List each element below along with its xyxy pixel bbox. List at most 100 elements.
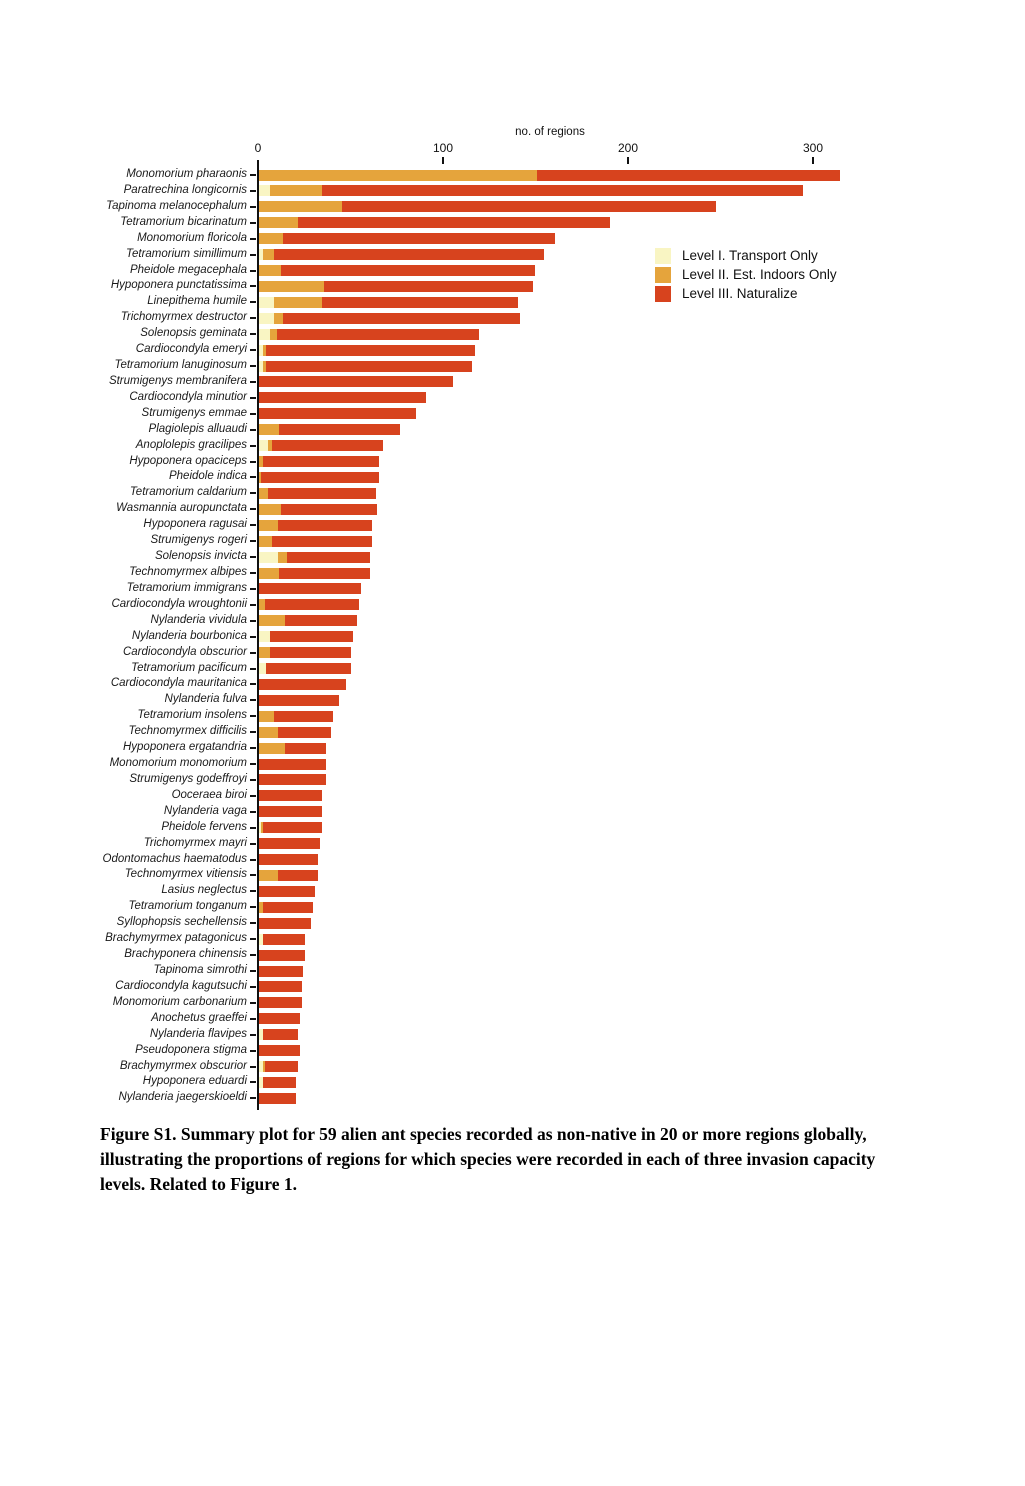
species-row: Pseudoponera stigma: [0, 1043, 1025, 1059]
stacked-bar: [259, 678, 346, 690]
species-row: Hypoponera punctatissima: [0, 278, 1025, 294]
stacked-bar: [259, 774, 326, 786]
bar-segment: [271, 535, 372, 547]
species-label: Nylanderia vaga: [163, 804, 247, 817]
bar-segment: [536, 169, 840, 181]
x-tick-label: 100: [432, 141, 454, 155]
species-label: Pseudoponera stigma: [135, 1043, 247, 1056]
species-label: Monomorium monomorium: [109, 757, 247, 770]
species-label: Syllophopsis sechellensis: [116, 916, 247, 929]
species-label: Tetramorium lanuginosum: [114, 359, 247, 372]
bar-segment: [259, 901, 263, 913]
stacked-bar: [259, 981, 302, 993]
bar-segment: [259, 169, 537, 181]
stacked-bar: [259, 280, 533, 292]
species-label: Lasius neglectus: [161, 884, 247, 897]
stacked-bar: [259, 726, 332, 738]
bar-segment: [262, 1076, 296, 1088]
y-tick-mark: [250, 842, 256, 845]
y-tick-mark: [250, 1033, 256, 1036]
stacked-bar: [259, 487, 376, 499]
bar-segment: [259, 806, 322, 818]
species-label: Strumigenys emmae: [141, 406, 247, 419]
y-tick-mark: [250, 301, 256, 304]
bar-segment: [259, 678, 346, 690]
species-row: Tetramorium simillimum: [0, 247, 1025, 263]
bar-segment: [259, 440, 269, 452]
species-row: Cardiocondyla kagutsuchi: [0, 979, 1025, 995]
y-tick-mark: [250, 635, 256, 638]
stacked-bar: [259, 694, 339, 706]
bar-segment: [259, 535, 272, 547]
stacked-bar: [259, 376, 454, 388]
y-tick-mark: [250, 954, 256, 957]
y-tick-mark: [250, 237, 256, 240]
bar-segment: [259, 217, 298, 229]
bar-segment: [259, 854, 319, 866]
species-label: Pheidole indica: [168, 470, 247, 483]
species-row: Syllophopsis sechellensis: [0, 915, 1025, 931]
legend-swatch: [655, 285, 671, 302]
bar-segment: [259, 424, 280, 436]
y-tick-mark: [250, 1049, 256, 1052]
bar-segment: [268, 487, 376, 499]
stacked-bar: [259, 901, 313, 913]
bar-segment: [259, 567, 280, 579]
bar-segment: [259, 758, 326, 770]
species-label: Nylanderia vividula: [150, 613, 247, 626]
legend-label: Level III. Naturalize: [682, 286, 798, 301]
bar-segment: [279, 424, 400, 436]
y-tick-mark: [250, 556, 256, 559]
y-tick-mark: [250, 428, 256, 431]
species-label: Tapinoma melanocephalum: [106, 199, 247, 212]
stacked-bar: [259, 838, 321, 850]
species-row: Linepithema humile: [0, 294, 1025, 310]
species-row: Trichomyrmex destructor: [0, 310, 1025, 326]
y-tick-mark: [250, 922, 256, 925]
legend-item: Level I. Transport Only: [655, 246, 837, 265]
stacked-bar: [259, 1061, 298, 1073]
y-tick-mark: [250, 492, 256, 495]
bar-segment: [259, 838, 321, 850]
y-tick-mark: [250, 874, 256, 877]
species-row: Strumigenys godeffroyi: [0, 772, 1025, 788]
bar-segment: [270, 631, 354, 643]
stacked-bar: [259, 265, 535, 277]
stacked-bar: [259, 217, 611, 229]
y-tick-mark: [250, 285, 256, 288]
y-tick-mark: [250, 540, 256, 543]
bar-segment: [259, 471, 261, 483]
y-tick-mark: [250, 587, 256, 590]
y-tick-mark: [250, 412, 256, 415]
species-label: Cardiocondyla mauritanica: [110, 677, 247, 690]
bar-segment: [270, 647, 352, 659]
bar-segment: [262, 822, 322, 834]
bar-segment: [277, 551, 287, 563]
y-tick-mark: [250, 572, 256, 574]
species-label: Hypoponera eduardi: [142, 1075, 247, 1088]
bar-segment: [262, 901, 313, 913]
bar-segment: [259, 265, 282, 277]
y-tick-mark: [250, 603, 256, 606]
bar-segment: [259, 933, 263, 945]
y-tick-mark: [250, 667, 256, 670]
y-tick-mark: [250, 349, 256, 352]
species-label: Plagiolepis alluaudi: [148, 422, 247, 435]
bar-segment: [259, 710, 274, 722]
species-label: Tetramorium caldarium: [129, 486, 247, 499]
species-label: Strumigenys rogeri: [150, 534, 247, 547]
species-label: Solenopsis invicta: [154, 550, 247, 563]
species-label: Monomorium carbonarium: [112, 995, 247, 1008]
bar-segment: [259, 647, 271, 659]
species-row: Tapinoma simrothi: [0, 963, 1025, 979]
bar-segment: [259, 997, 302, 1009]
species-row: Cardiocondyla obscurior: [0, 645, 1025, 661]
species-label: Cardiocondyla wroughtonii: [111, 597, 247, 610]
bar-segment: [270, 185, 322, 197]
stacked-bar: [259, 822, 322, 834]
stacked-bar: [259, 328, 480, 340]
species-row: Paratrechina longicornis: [0, 183, 1025, 199]
y-tick-mark: [250, 778, 256, 781]
species-row: Nylanderia fulva: [0, 692, 1025, 708]
bar-segment: [259, 328, 271, 340]
